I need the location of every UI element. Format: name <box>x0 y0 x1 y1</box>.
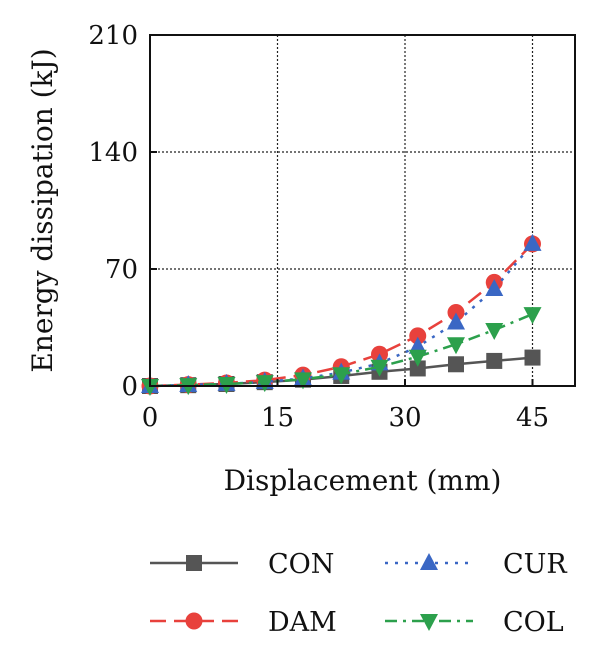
legend-marker-cur <box>420 553 438 570</box>
legend-label-dam: DAM <box>268 607 337 638</box>
point-con-8 <box>448 356 464 373</box>
tick-layer: 0 15 30 45 0 70 140 210 <box>88 21 549 433</box>
legend: CON CUR DAM COL <box>150 549 567 638</box>
point-cur-8 <box>447 312 465 330</box>
legend-label-col: COL <box>503 607 564 638</box>
series-layer <box>141 233 542 396</box>
x-tick-label-2: 30 <box>388 403 421 433</box>
point-dam-7 <box>409 327 427 345</box>
legend-item-con: CON <box>150 549 334 580</box>
legend-marker-col <box>420 614 438 631</box>
point-col-10 <box>523 307 542 325</box>
x-tick-label-0: 0 <box>142 403 159 433</box>
point-col-3 <box>255 375 274 393</box>
point-col-4 <box>294 372 312 390</box>
x-axis-title: Displacement (mm) <box>224 464 502 497</box>
legend-marker-con <box>186 555 202 571</box>
point-col-5 <box>332 367 351 385</box>
legend-item-col: COL <box>385 607 564 638</box>
legend-item-cur: CUR <box>385 549 567 580</box>
legend-label-con: CON <box>268 549 334 580</box>
y-tick-label-1: 70 <box>105 255 138 285</box>
series-col <box>141 307 542 396</box>
point-col-8 <box>447 337 465 355</box>
point-col-7 <box>408 349 427 367</box>
x-tick-label-3: 45 <box>516 403 549 433</box>
y-tick-label-2: 140 <box>88 138 138 168</box>
point-dam-8 <box>447 303 465 321</box>
plot-frame <box>149 34 576 387</box>
legend-marker-dam <box>185 612 203 630</box>
x-tick-label-1: 15 <box>261 403 294 433</box>
point-col-0 <box>141 379 159 396</box>
y-tick-label-0: 0 <box>121 372 138 402</box>
point-con-7 <box>409 360 426 377</box>
y-axis-title: Energy dissipation (kJ) <box>26 48 59 372</box>
point-col-9 <box>485 323 504 341</box>
point-cur-9 <box>485 279 504 297</box>
point-cur-7 <box>408 336 427 354</box>
point-col-6 <box>370 359 389 377</box>
point-con-9 <box>486 352 503 369</box>
point-cur-10 <box>523 233 542 251</box>
y-tick-label-3: 210 <box>88 21 138 51</box>
legend-item-dam: DAM <box>150 607 337 638</box>
legend-label-cur: CUR <box>503 549 567 580</box>
grid-lines <box>150 35 575 386</box>
point-con-10 <box>524 349 541 366</box>
